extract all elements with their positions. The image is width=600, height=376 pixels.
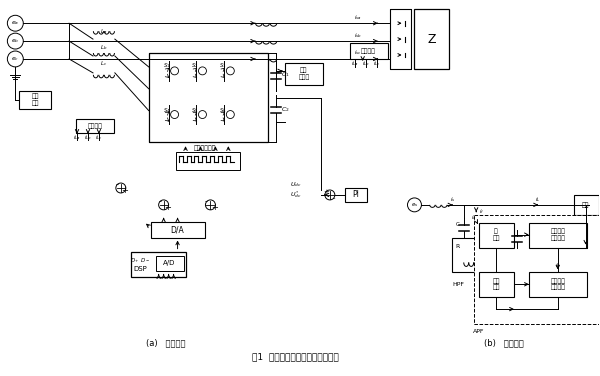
Text: $i_c'$: $i_c'$ — [555, 262, 560, 271]
Text: $S_4$: $S_4$ — [163, 106, 170, 115]
Text: 指令电流
运算电路: 指令电流 运算电路 — [550, 229, 565, 241]
Text: $S_1$: $S_1$ — [163, 61, 170, 70]
Text: (a)   系统框图: (a) 系统框图 — [146, 338, 185, 347]
Text: $i_f$: $i_f$ — [479, 208, 485, 216]
Text: -: - — [205, 197, 208, 206]
Bar — [155, 256, 184, 271]
Text: $i_{La}$: $i_{La}$ — [73, 133, 81, 142]
Text: $U_{dc}$: $U_{dc}$ — [290, 180, 302, 190]
Text: -: - — [115, 180, 118, 190]
Bar — [176, 152, 240, 170]
Text: $e_b$: $e_b$ — [11, 37, 20, 45]
Bar — [149, 53, 268, 143]
Text: D/A: D/A — [170, 225, 184, 234]
Bar — [452, 238, 476, 272]
Text: $S_5$: $S_5$ — [191, 106, 198, 115]
Text: R: R — [455, 244, 460, 249]
Text: $i_{Lc}$: $i_{Lc}$ — [95, 133, 103, 142]
Text: $L_a$: $L_a$ — [100, 27, 107, 36]
Text: 负载: 负载 — [582, 202, 589, 208]
Text: $C_1$: $C_1$ — [281, 70, 289, 79]
Bar — [350, 43, 388, 59]
Bar — [389, 9, 412, 69]
Text: $i_{La}$: $i_{La}$ — [351, 59, 359, 68]
Text: $i_{sb}$: $i_{sb}$ — [354, 31, 362, 39]
Text: 主
电路: 主 电路 — [493, 229, 500, 241]
Bar — [151, 222, 205, 238]
Text: $i_L$: $i_L$ — [535, 196, 541, 205]
Text: APF: APF — [473, 329, 485, 334]
Text: Z: Z — [427, 33, 436, 45]
Bar — [76, 118, 114, 133]
Text: $e_c$: $e_c$ — [11, 55, 19, 63]
Text: DSP: DSP — [134, 266, 148, 272]
Text: $L_c$: $L_c$ — [100, 59, 107, 68]
Text: $S_6$: $S_6$ — [218, 106, 226, 115]
Text: $L_b$: $L_b$ — [100, 44, 107, 53]
Bar — [529, 272, 587, 297]
Bar — [479, 223, 514, 247]
Bar — [19, 91, 51, 109]
Text: -: - — [332, 195, 335, 201]
Text: $C_2$: $C_2$ — [281, 105, 289, 114]
Text: 驱动
电路: 驱动 电路 — [493, 278, 500, 290]
Text: -: - — [158, 197, 161, 206]
Text: HPF: HPF — [452, 282, 464, 287]
Bar — [529, 223, 587, 247]
Text: 电压
传感器: 电压 传感器 — [298, 68, 310, 80]
Text: A/D: A/D — [163, 261, 176, 267]
Text: $D_+$ $D_-$: $D_+$ $D_-$ — [130, 256, 151, 265]
Bar — [479, 272, 514, 297]
Text: 栅极驱动脉冲: 栅极驱动脉冲 — [194, 146, 217, 151]
Text: +: + — [211, 203, 218, 212]
Text: $i_{Lb}$: $i_{Lb}$ — [362, 59, 370, 68]
Bar — [285, 63, 323, 85]
Text: $e_a$: $e_a$ — [11, 19, 19, 27]
Text: 电流检测: 电流检测 — [88, 123, 103, 129]
Bar — [574, 195, 599, 215]
Text: $S_2$: $S_2$ — [191, 61, 198, 70]
Text: $S_3$: $S_3$ — [218, 61, 226, 70]
Text: $U_{dc}^*$: $U_{dc}^*$ — [290, 190, 302, 200]
Text: 图1  并联型有源电力滤波器的原理: 图1 并联型有源电力滤波器的原理 — [251, 352, 338, 361]
Bar — [474, 215, 599, 324]
Text: $i_{Lb}$: $i_{Lb}$ — [84, 133, 92, 142]
Text: $e_s$: $e_s$ — [411, 201, 418, 209]
Text: +: + — [164, 203, 171, 212]
Text: +: + — [323, 189, 329, 195]
Text: (b)   信号流程: (b) 信号流程 — [484, 338, 524, 347]
Text: $i_c$: $i_c$ — [472, 213, 477, 222]
Bar — [415, 9, 449, 69]
Text: $i_{Lc}$: $i_{Lc}$ — [373, 59, 380, 68]
Text: 电流跟踪
控制电路: 电流跟踪 控制电路 — [550, 278, 565, 290]
Text: PI: PI — [352, 191, 359, 199]
Bar — [131, 252, 185, 277]
Text: +: + — [121, 186, 128, 196]
Text: 过零
检测: 过零 检测 — [31, 94, 39, 106]
Bar — [345, 188, 367, 202]
Text: 电流检测: 电流检测 — [361, 48, 376, 54]
Text: C: C — [455, 222, 459, 227]
Text: $i_{sc}$: $i_{sc}$ — [354, 49, 362, 58]
Text: $i_s$: $i_s$ — [449, 196, 455, 205]
Text: $i_{sa}$: $i_{sa}$ — [354, 13, 362, 22]
